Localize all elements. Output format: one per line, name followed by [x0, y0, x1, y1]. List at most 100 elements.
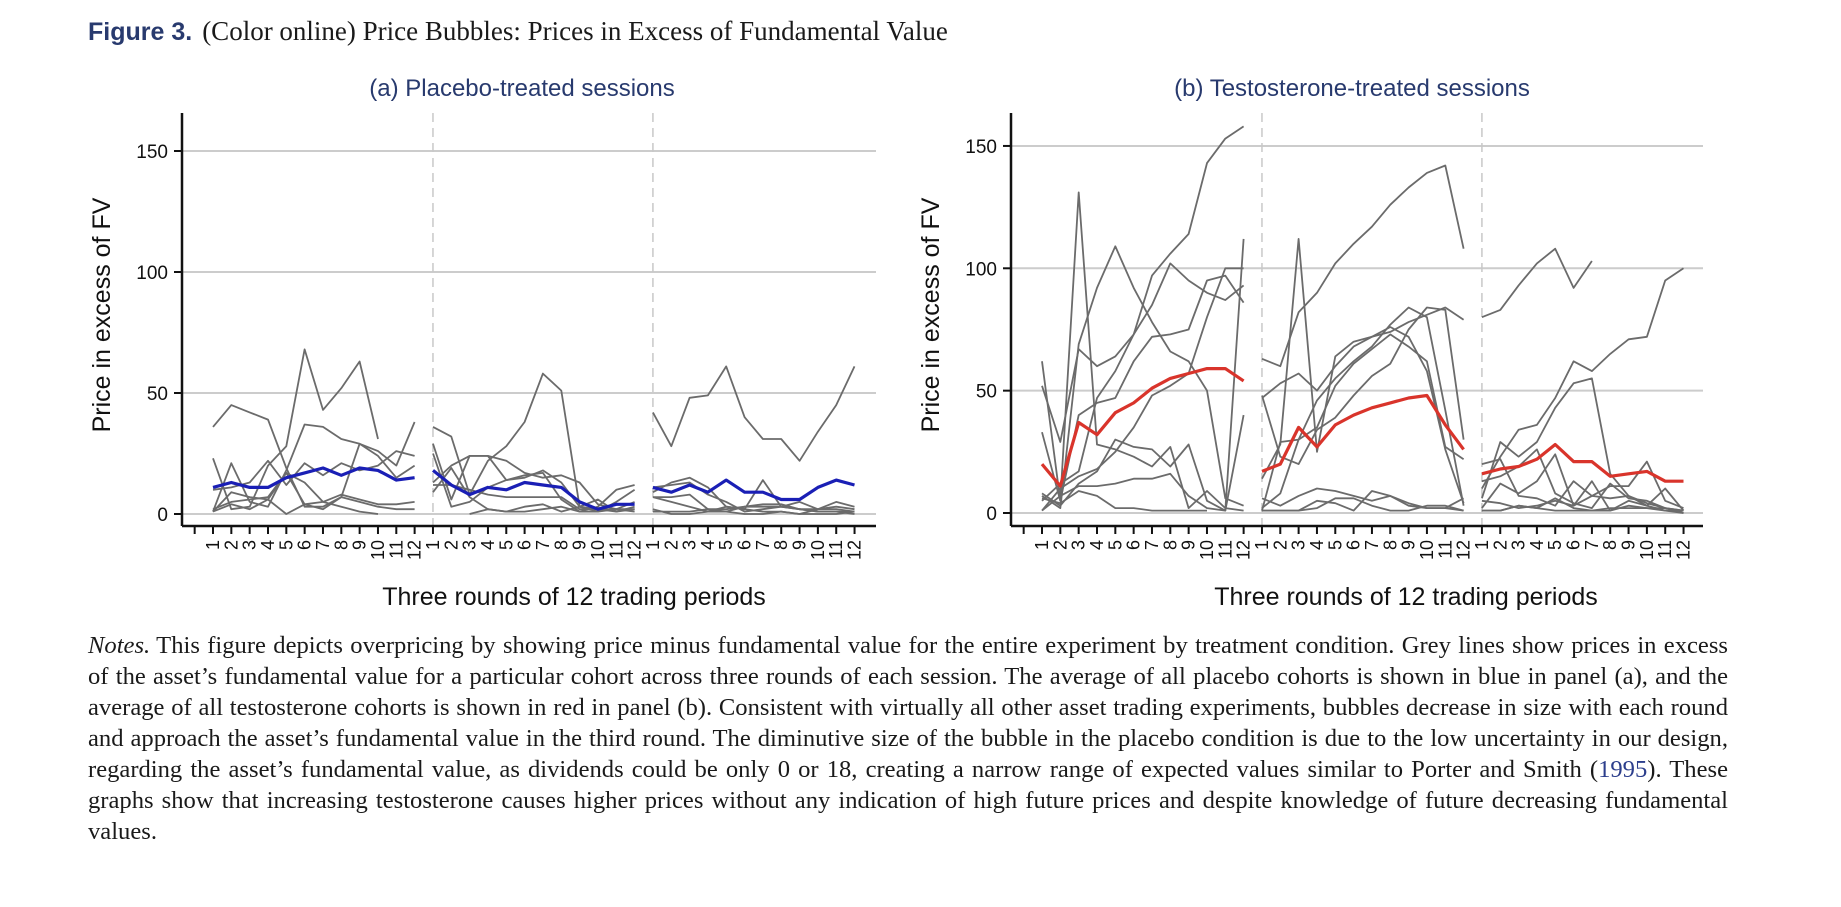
placebo-average-line — [212, 466, 415, 489]
x-tick-label: 1 — [1472, 540, 1492, 550]
x-tick-label: 8 — [551, 540, 571, 550]
x-tick-label: 11 — [1655, 540, 1675, 559]
x-tick-label: 7 — [1142, 540, 1162, 550]
figure-caption: (Color online) Price Bubbles: Prices in … — [202, 16, 948, 46]
cohort-line — [212, 471, 379, 515]
cohort-line — [1481, 267, 1684, 489]
x-tick-label: 8 — [331, 540, 351, 550]
x-tick-label: 5 — [1545, 540, 1565, 550]
x-tick-label: 8 — [1160, 540, 1180, 550]
cohort-line — [1481, 504, 1684, 512]
cohort-line — [1041, 125, 1245, 502]
x-tick-label: 9 — [350, 540, 370, 550]
x-tick-label: 9 — [1619, 540, 1639, 550]
x-tick-label: 9 — [1399, 540, 1419, 550]
x-tick-label: 4 — [1527, 540, 1547, 550]
panel-a-placebo: (a) Placebo-treated sessions050100150123… — [88, 75, 876, 611]
x-tick-label: 2 — [661, 540, 681, 550]
x-tick-label: 5 — [716, 540, 736, 550]
x-tick-label: 7 — [1582, 540, 1602, 550]
x-tick-label: 10 — [808, 540, 828, 560]
x-tick-label: 6 — [1564, 540, 1584, 550]
x-tick-label: 12 — [1234, 540, 1254, 560]
x-axis-title: Three rounds of 12 trading periods — [1214, 583, 1598, 611]
x-tick-label: 1 — [1032, 540, 1052, 550]
panel-b-testosterone: (b) Testosterone-treated sessions 0 50 100 1… — [917, 75, 1703, 611]
x-tick-label: 1 — [423, 540, 443, 550]
testosterone-average-line — [1261, 393, 1465, 473]
cohort-line — [212, 471, 415, 511]
x-tick-label: 5 — [1105, 540, 1125, 550]
panel-title: (a) Placebo-treated sessions — [369, 75, 674, 102]
x-tick-label: 2 — [441, 540, 461, 550]
cohort-line — [212, 348, 379, 511]
cohort-line — [1261, 487, 1465, 510]
y-tick-label: 50 — [976, 382, 997, 403]
cohort-line — [1041, 191, 1244, 512]
x-tick-label: 12 — [1454, 540, 1474, 560]
x-tick-label: 2 — [221, 540, 241, 550]
placebo-average-line — [652, 478, 855, 502]
x-tick-label: 11 — [1435, 540, 1455, 559]
x-tick-label: 12 — [625, 540, 645, 560]
x-tick-label: 12 — [405, 540, 425, 560]
x-tick-label: 12 — [1674, 540, 1694, 560]
cohort-line — [1261, 164, 1465, 368]
figure-title: Figure 3. (Color online) Price Bubbles: P… — [88, 16, 948, 47]
x-tick-label: 1 — [1252, 540, 1272, 550]
x-tick-label: 5 — [276, 540, 296, 550]
x-tick-label: 4 — [258, 540, 278, 550]
x-tick-label: 3 — [680, 540, 700, 550]
x-tick-label: 11 — [826, 540, 846, 559]
x-tick-label: 5 — [496, 540, 516, 550]
cohort-line — [1261, 306, 1465, 466]
x-tick-label: 6 — [515, 540, 535, 550]
cohort-line — [652, 508, 855, 515]
y-tick-label: 0 — [986, 504, 997, 525]
cohort-line — [432, 453, 635, 513]
cohort-line — [1041, 490, 1207, 512]
x-tick-label: 1 — [203, 540, 223, 550]
cohort-line — [1261, 333, 1465, 511]
x-tick-label: 10 — [368, 540, 388, 560]
x-tick-label: 2 — [1490, 540, 1510, 550]
figure-charts: (a) Placebo-treated sessions050100150123… — [88, 75, 1703, 611]
x-tick-label: 2 — [1270, 540, 1290, 550]
x-tick-label: 9 — [1179, 540, 1199, 550]
x-tick-label: 4 — [1307, 540, 1327, 550]
x-tick-label: 7 — [313, 540, 333, 550]
y-tick-label: 100 — [965, 259, 997, 280]
x-tick-label: 12 — [845, 540, 865, 560]
x-tick-label: 8 — [1380, 540, 1400, 550]
x-tick-label: 6 — [295, 540, 315, 550]
x-tick-label: 6 — [1344, 540, 1364, 550]
x-tick-label: 7 — [753, 540, 773, 550]
cohort-line — [1481, 453, 1684, 514]
x-tick-label: 4 — [1087, 540, 1107, 550]
x-tick-label: 11 — [606, 540, 626, 559]
x-tick-label: 9 — [570, 540, 590, 550]
cohort-line — [1261, 306, 1465, 399]
cohort-line — [1261, 237, 1465, 504]
notes-text-part2: ). These graphs show that increasing tes… — [88, 756, 1728, 845]
panel-title: (b) Testosterone-treated sessions — [1174, 75, 1530, 102]
x-tick-label: 10 — [1637, 540, 1657, 560]
x-tick-label: 10 — [1197, 540, 1217, 560]
y-tick-label: 0 — [157, 505, 168, 526]
cohort-line — [432, 443, 635, 511]
x-tick-label: 7 — [533, 540, 553, 550]
citation-link-1995[interactable]: 1995 — [1598, 756, 1648, 783]
cohort-line — [1041, 238, 1245, 512]
x-tick-label: 3 — [240, 540, 260, 550]
x-tick-label: 10 — [1417, 540, 1437, 560]
notes-text-part1: This figure depicts overpricing by showi… — [88, 632, 1728, 783]
x-tick-label: 7 — [1362, 540, 1382, 550]
cohort-line — [1481, 247, 1593, 319]
y-axis-title: Price in excess of FV — [917, 197, 945, 432]
x-tick-label: 8 — [771, 540, 791, 550]
x-tick-label: 3 — [1509, 540, 1529, 550]
x-axis-title: Three rounds of 12 trading periods — [382, 583, 766, 611]
x-tick-label: 3 — [460, 540, 480, 550]
notes-label: Notes. — [88, 632, 151, 659]
cohort-line — [652, 365, 856, 462]
